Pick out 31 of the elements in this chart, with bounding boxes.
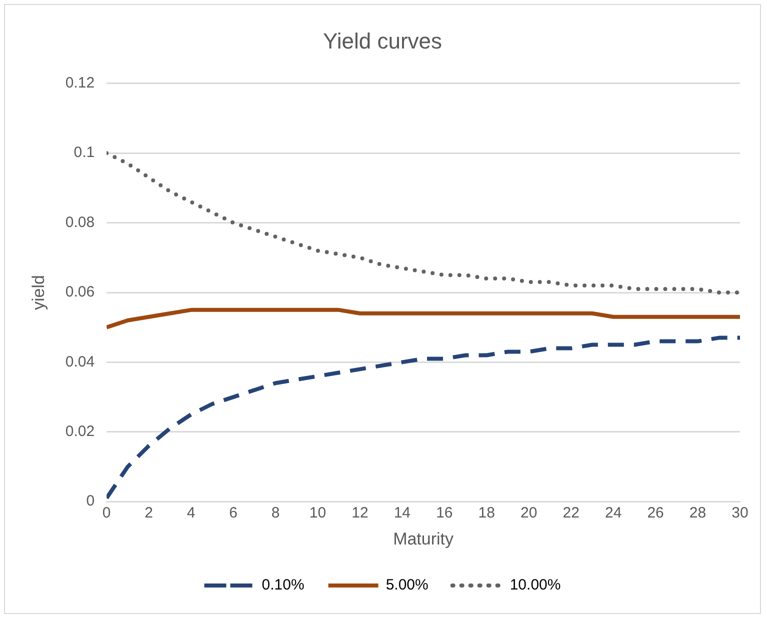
chart-title: Yield curves bbox=[322, 28, 442, 54]
legend-label: 10.00% bbox=[510, 576, 561, 594]
x-tick-label: 4 bbox=[186, 504, 196, 522]
x-tick-label: 24 bbox=[604, 504, 622, 522]
legend-label: 5.00% bbox=[386, 576, 428, 594]
x-tick-label: 26 bbox=[647, 504, 664, 522]
x-tick-label: 10 bbox=[309, 504, 326, 522]
x-tick-label: 22 bbox=[562, 504, 580, 522]
x-tick-label: 14 bbox=[394, 504, 411, 522]
legend-label: 0.10% bbox=[262, 576, 304, 594]
x-tick-label: 6 bbox=[229, 504, 238, 522]
x-tick-label: 30 bbox=[732, 504, 748, 522]
x-tick-label: 12 bbox=[352, 504, 368, 522]
x-tick-label: 0 bbox=[102, 504, 111, 522]
y-tick-label: 0 bbox=[86, 492, 95, 510]
x-tick-label: 2 bbox=[144, 504, 153, 522]
y-tick-label: 0.1 bbox=[74, 144, 95, 162]
x-tick-label: 18 bbox=[478, 504, 495, 522]
x-tick-label: 8 bbox=[271, 504, 280, 522]
x-tick-label: 16 bbox=[436, 504, 453, 522]
x-tick-label: 28 bbox=[689, 504, 706, 522]
x-axis-title: Maturity bbox=[393, 529, 454, 548]
line-series bbox=[106, 336, 740, 500]
y-tick-label: 0.02 bbox=[65, 423, 95, 440]
y-tick-label: 0.08 bbox=[65, 214, 95, 231]
y-axis-title: yield bbox=[28, 275, 48, 310]
y-tick-label: 0.12 bbox=[65, 74, 95, 92]
x-tick-label: 20 bbox=[520, 504, 538, 522]
line-series bbox=[106, 151, 740, 294]
y-tick-label: 0.04 bbox=[65, 353, 95, 370]
y-tick-label: 0.06 bbox=[65, 284, 95, 301]
